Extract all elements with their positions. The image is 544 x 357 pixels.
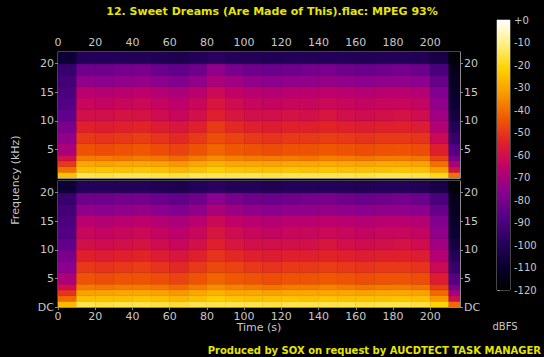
svg-text:15: 15 [464,86,478,99]
svg-text:-20: -20 [514,60,530,71]
svg-text:15: 15 [40,86,54,99]
svg-text:12. Sweet Dreams (Are Made of: 12. Sweet Dreams (Are Made of This).flac… [106,5,438,18]
svg-text:15: 15 [464,215,478,228]
svg-text:-80: -80 [514,195,530,206]
svg-text:80: 80 [200,310,214,323]
svg-text:Time (s): Time (s) [236,320,282,334]
svg-text:100: 100 [234,310,255,323]
svg-text:20: 20 [88,36,102,49]
svg-text:200: 200 [420,36,441,49]
svg-text:-50: -50 [514,127,530,138]
svg-text:20: 20 [40,57,54,70]
svg-text:-60: -60 [514,150,530,161]
svg-text:5: 5 [464,143,471,156]
svg-text:20: 20 [464,186,478,199]
svg-text:80: 80 [200,36,214,49]
svg-text:-90: -90 [514,217,530,228]
svg-text:DC: DC [464,301,480,314]
svg-text:-10: -10 [514,37,530,48]
svg-text:-70: -70 [514,172,530,183]
svg-text:-40: -40 [514,105,530,116]
svg-text:0: 0 [55,310,62,323]
svg-text:120: 120 [271,36,292,49]
svg-text:160: 160 [345,36,366,49]
svg-text:-120: -120 [514,285,537,296]
svg-text:0: 0 [55,36,62,49]
svg-text:-30: -30 [514,82,530,93]
svg-text:5: 5 [47,143,54,156]
svg-text:dBFS: dBFS [492,321,517,332]
svg-text:5: 5 [464,272,471,285]
svg-text:DC: DC [38,301,54,314]
svg-text:-100: -100 [514,240,537,251]
svg-text:200: 200 [420,310,441,323]
svg-text:180: 180 [383,36,404,49]
svg-text:180: 180 [383,310,404,323]
svg-text:10: 10 [464,114,478,127]
svg-text:120: 120 [271,310,292,323]
svg-text:140: 140 [308,310,329,323]
svg-text:10: 10 [40,243,54,256]
svg-text:20: 20 [464,57,478,70]
svg-text:100: 100 [234,36,255,49]
svg-text:Produced by SOX on request by: Produced by SOX on request by AUCDTECT T… [208,345,542,356]
svg-text:20: 20 [88,310,102,323]
svg-text:60: 60 [163,310,177,323]
svg-text:40: 40 [125,310,139,323]
svg-text:15: 15 [40,215,54,228]
svg-text:20: 20 [40,186,54,199]
svg-text:Frequency (kHz): Frequency (kHz) [9,135,22,224]
svg-text:140: 140 [308,36,329,49]
svg-text:5: 5 [47,272,54,285]
svg-text:10: 10 [464,243,478,256]
svg-text:40: 40 [125,36,139,49]
svg-text:-110: -110 [514,262,537,273]
svg-text:60: 60 [163,36,177,49]
svg-text:160: 160 [345,310,366,323]
svg-text:+0: +0 [514,15,529,26]
svg-text:10: 10 [40,114,54,127]
